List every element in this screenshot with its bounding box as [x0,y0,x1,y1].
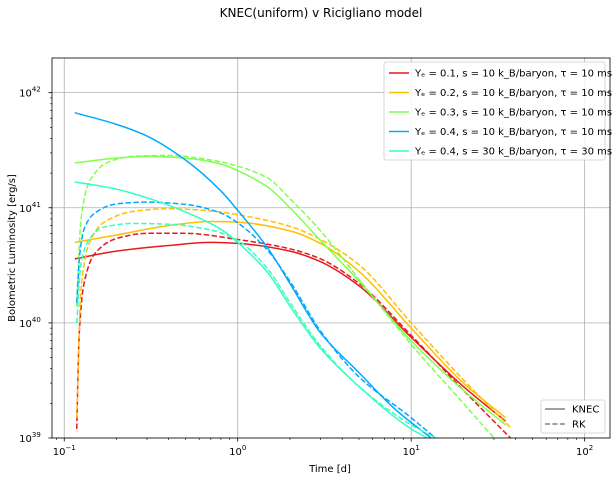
legend-entry-label: Yₑ = 0.2, s = 10 k_B/baryon, τ = 10 ms [414,88,612,99]
x-axis-label: Time [d] [308,464,351,475]
x-tick-label: 10−1 [53,444,76,458]
series-legend-box [383,61,606,161]
series-line-2-rk [75,232,512,438]
legend-entry-label: Yₑ = 0.4, s = 10 k_B/baryon, τ = 10 ms [414,127,612,138]
legend-entry-label: Yₑ = 0.3, s = 10 k_B/baryon, τ = 10 ms [414,108,612,119]
series-line-6-rk [75,154,495,438]
series-line-8-rk [75,201,437,438]
series-line-1-knec [74,241,507,422]
series-layer [74,111,513,438]
x-tick-label: 101 [403,444,420,458]
style-legend-label: KNEC [572,405,599,416]
series-line-3-knec [74,220,507,419]
legend-entry-label: Yₑ = 0.4, s = 30 k_B/baryon, τ = 30 ms [414,147,612,158]
y-tick-label: 1039 [19,431,41,445]
y-axis-label: Bolometric Luminosity [erg/s] [7,174,18,322]
x-tick-label: 100 [229,444,246,458]
series-line-5-knec [74,155,507,426]
chart-title: KNEC(uniform) v Ricigliano model [220,6,423,20]
x-tick-label: 102 [576,444,593,458]
y-tick-label: 1040 [19,316,41,330]
y-tick-label: 1041 [19,201,41,215]
series-legend: Yₑ = 0.1, s = 10 k_B/baryon, τ = 10 ms Yₑ… [383,61,612,161]
series-line-9-knec [74,181,429,438]
y-tick-label: 1042 [19,86,41,100]
series-line-10-rk [75,222,438,438]
series-line-4-rk [75,208,513,430]
legend-entry-label: Yₑ = 0.1, s = 10 k_B/baryon, τ = 10 ms [414,69,612,80]
style-legend-label: RK [572,420,586,431]
series-line-7-knec [74,111,432,438]
plot-frame [51,57,611,439]
style-legend: KNEC RK [540,399,606,434]
